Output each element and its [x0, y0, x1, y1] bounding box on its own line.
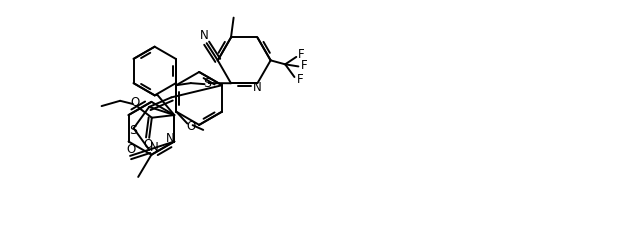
- Text: O: O: [144, 138, 153, 151]
- Text: S: S: [203, 77, 211, 90]
- Text: F: F: [300, 59, 307, 72]
- Text: N: N: [149, 141, 158, 154]
- Text: N: N: [252, 81, 261, 94]
- Text: N: N: [200, 29, 209, 42]
- Text: O: O: [130, 96, 139, 109]
- Text: O: O: [186, 120, 195, 133]
- Text: F: F: [296, 73, 303, 86]
- Text: N: N: [166, 132, 175, 145]
- Text: F: F: [298, 48, 305, 61]
- Text: S: S: [130, 124, 137, 138]
- Text: O: O: [126, 143, 135, 156]
